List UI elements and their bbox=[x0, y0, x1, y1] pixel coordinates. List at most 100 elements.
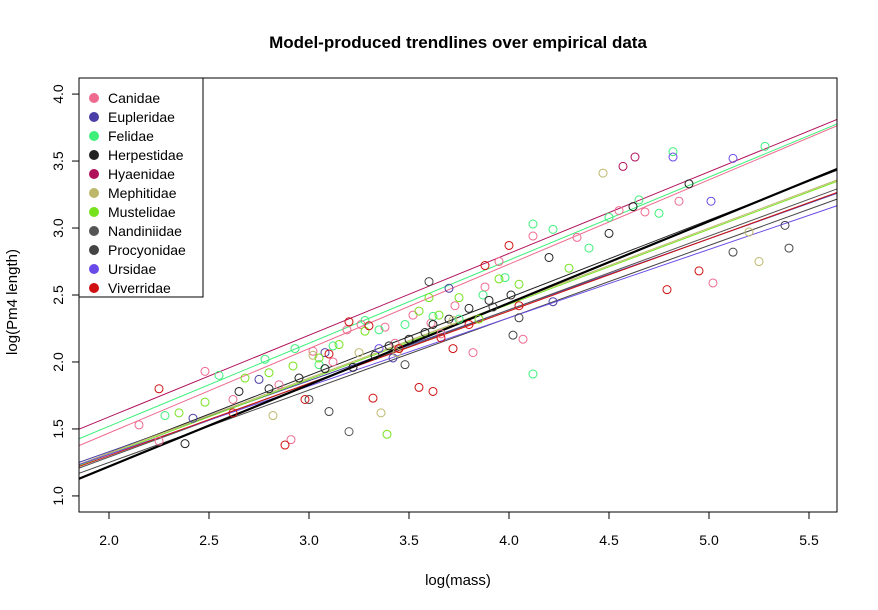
point-herpestidae bbox=[684, 179, 694, 189]
y-tick-label: 2.0 bbox=[50, 352, 66, 372]
point-canidae bbox=[154, 436, 164, 446]
point-viverridae bbox=[480, 261, 490, 271]
trendlines-layer bbox=[78, 119, 838, 480]
point-ursidae bbox=[728, 153, 738, 163]
point-felidae bbox=[528, 369, 538, 379]
point-mustelidae bbox=[314, 353, 324, 363]
point-viverridae bbox=[228, 408, 238, 418]
point-mephitidae bbox=[448, 315, 458, 325]
x-axis-label: log(mass) bbox=[425, 572, 491, 589]
point-canidae bbox=[518, 334, 528, 344]
point-canidae bbox=[640, 207, 650, 217]
point-viverridae bbox=[694, 266, 704, 276]
x-tick-label: 4.0 bbox=[499, 532, 519, 548]
point-canidae bbox=[380, 322, 390, 332]
point-eupleridae bbox=[444, 283, 454, 293]
point-mustelidae bbox=[474, 314, 484, 324]
point-viverridae bbox=[364, 321, 374, 331]
point-herpestidae bbox=[544, 252, 554, 262]
legend-marker-hyaenidae bbox=[89, 169, 99, 179]
point-felidae bbox=[634, 195, 644, 205]
point-mustelidae bbox=[434, 310, 444, 320]
legend-label-procyonidae: Procyonidae bbox=[108, 242, 186, 258]
legend-label-herpestidae: Herpestidae bbox=[108, 147, 184, 163]
point-herpestidae bbox=[348, 362, 358, 372]
point-herpestidae bbox=[604, 228, 614, 238]
legend-marker-mustelidae bbox=[89, 207, 99, 217]
point-herpestidae bbox=[384, 341, 394, 351]
point-viverridae bbox=[428, 386, 438, 396]
y-tick-label: 3.0 bbox=[50, 218, 66, 238]
point-mustelidae bbox=[454, 293, 464, 303]
point-herpestidae bbox=[320, 364, 330, 374]
point-felidae bbox=[160, 411, 170, 421]
trendline-felidae bbox=[78, 123, 838, 440]
legend-label-mustelidae: Mustelidae bbox=[108, 204, 176, 220]
point-procyonidae bbox=[728, 247, 738, 257]
point-canidae bbox=[408, 310, 418, 320]
point-felidae bbox=[290, 344, 300, 354]
point-felidae bbox=[528, 219, 538, 229]
point-procyonidae bbox=[400, 360, 410, 370]
chart-title: Model-produced trendlines over empirical… bbox=[269, 33, 647, 52]
point-felidae bbox=[374, 325, 384, 335]
x-tick-label: 5.0 bbox=[699, 532, 719, 548]
point-canidae bbox=[494, 257, 504, 267]
legend-marker-procyonidae bbox=[89, 245, 99, 255]
point-felidae bbox=[214, 370, 224, 380]
point-herpestidae bbox=[444, 314, 454, 324]
trendline-hyaenidae bbox=[78, 119, 838, 430]
point-canidae bbox=[450, 301, 460, 311]
point-viverridae bbox=[394, 344, 404, 354]
legend-label-hyaenidae: Hyaenidae bbox=[108, 166, 175, 182]
point-eupleridae bbox=[188, 413, 198, 423]
point-herpestidae bbox=[484, 295, 494, 305]
y-tick-label: 2.5 bbox=[50, 285, 66, 305]
x-tick-label: 4.5 bbox=[599, 532, 619, 548]
point-viverridae bbox=[300, 394, 310, 404]
point-herpestidae bbox=[628, 202, 638, 212]
legend-label-nandiniidae: Nandiniidae bbox=[108, 223, 182, 239]
point-herpestidae bbox=[234, 386, 244, 396]
point-procyonidae bbox=[424, 277, 434, 287]
point-procyonidae bbox=[780, 220, 790, 230]
legend-marker-canidae bbox=[89, 93, 99, 103]
legend-label-felidae: Felidae bbox=[108, 128, 154, 144]
point-canidae bbox=[674, 196, 684, 206]
point-procyonidae bbox=[514, 313, 524, 323]
point-mustelidae bbox=[564, 263, 574, 273]
point-mephitidae bbox=[308, 350, 318, 360]
point-canidae bbox=[426, 318, 436, 328]
point-viverridae bbox=[154, 384, 164, 394]
x-tick-label: 3.5 bbox=[399, 532, 419, 548]
point-eupleridae bbox=[548, 297, 558, 307]
legend-marker-mephitidae bbox=[89, 188, 99, 198]
x-axis: 2.0 2.5 3.0 3.5 4.0 4.5 5.0 5.5 bbox=[99, 511, 819, 548]
legend-label-ursidae: Ursidae bbox=[108, 261, 156, 277]
y-axis: 1.0 1.5 2.0 2.5 3.0 3.5 4.0 bbox=[50, 84, 80, 506]
legend-marker-herpestidae bbox=[89, 150, 99, 160]
point-canidae bbox=[572, 232, 582, 242]
overall-trendline bbox=[78, 168, 838, 480]
trendline-ursidae bbox=[78, 205, 838, 466]
legend-label-mephitidae: Mephitidae bbox=[108, 185, 177, 201]
legend: Canidae Eupleridae Felidae Herpestidae Hyaen… bbox=[78, 77, 204, 298]
legend-marker-ursidae bbox=[89, 264, 99, 274]
point-ursidae bbox=[706, 196, 716, 206]
point-felidae bbox=[400, 319, 410, 329]
point-viverridae bbox=[280, 440, 290, 450]
point-eupleridae bbox=[254, 374, 264, 384]
y-tick-label: 1.5 bbox=[50, 419, 66, 439]
y-tick-label: 4.0 bbox=[50, 84, 66, 104]
point-felidae bbox=[668, 147, 678, 157]
point-procyonidae bbox=[304, 394, 314, 404]
point-herpestidae bbox=[404, 334, 414, 344]
point-herpestidae bbox=[464, 303, 474, 313]
point-viverridae bbox=[662, 285, 672, 295]
point-canidae bbox=[614, 206, 624, 216]
point-felidae bbox=[760, 141, 770, 151]
point-canidae bbox=[274, 380, 284, 390]
trendline-viverridae bbox=[78, 191, 838, 468]
point-herpestidae bbox=[428, 319, 438, 329]
